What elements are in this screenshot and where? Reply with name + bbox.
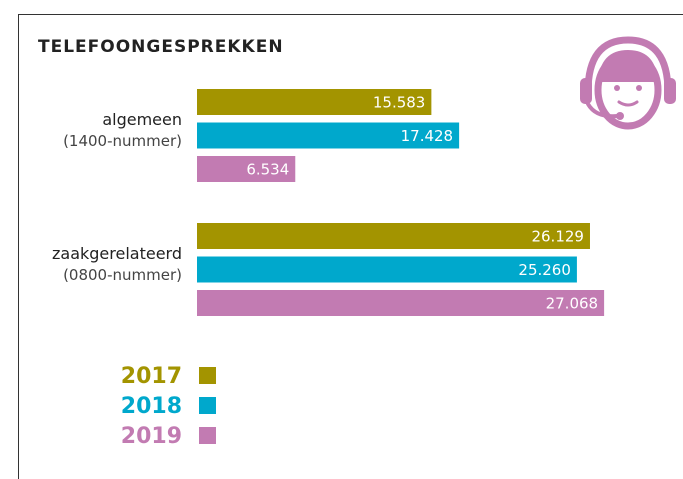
legend-swatch — [199, 367, 216, 384]
value-label: 25.260 — [518, 261, 571, 279]
bar — [197, 122, 460, 149]
chart-title: TELEFOONGESPREKKEN — [38, 37, 284, 57]
value-label: 26.129 — [531, 228, 584, 246]
value-label: 15.583 — [373, 94, 426, 112]
bar — [197, 89, 432, 115]
value-label: 6.534 — [246, 161, 289, 179]
legend-swatch — [199, 397, 216, 414]
category-label: algemeen — [102, 110, 182, 129]
value-label: 17.428 — [401, 127, 454, 145]
category-note: (0800-nummer) — [63, 266, 182, 284]
value-label: 27.068 — [546, 295, 599, 313]
category-label: zaakgerelateerd — [52, 244, 182, 263]
category-note: (1400-nummer) — [63, 132, 182, 150]
legend-swatch — [199, 427, 216, 444]
legend-label: 2019 — [121, 424, 182, 449]
bar — [197, 223, 590, 249]
headset-icon — [580, 36, 676, 130]
legend-label: 2018 — [121, 394, 182, 419]
legend-label: 2017 — [121, 364, 182, 389]
bar — [197, 156, 296, 182]
bar — [197, 256, 577, 283]
bar — [197, 290, 605, 316]
